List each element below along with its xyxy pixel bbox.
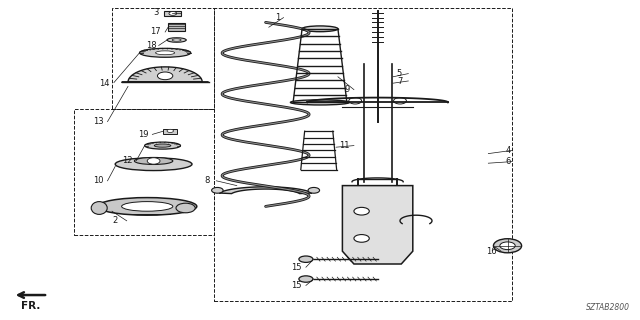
Text: 18: 18	[146, 41, 157, 50]
Text: 4: 4	[506, 146, 511, 155]
Text: 19: 19	[138, 130, 148, 139]
Bar	[163, 129, 177, 134]
Text: 6: 6	[506, 157, 511, 166]
Ellipse shape	[308, 188, 319, 193]
Text: 17: 17	[150, 28, 161, 36]
Ellipse shape	[115, 158, 192, 171]
Ellipse shape	[140, 48, 191, 57]
Ellipse shape	[92, 202, 108, 214]
Ellipse shape	[302, 26, 338, 32]
Text: 13: 13	[93, 117, 104, 126]
Text: 5: 5	[397, 69, 402, 78]
Text: 8: 8	[205, 176, 210, 185]
Text: 1: 1	[275, 13, 280, 22]
Circle shape	[157, 72, 173, 80]
Ellipse shape	[176, 203, 195, 213]
Text: 15: 15	[291, 263, 301, 272]
Text: 2: 2	[112, 216, 117, 225]
Text: 12: 12	[122, 156, 132, 165]
Bar	[74, 109, 214, 235]
Text: 16: 16	[486, 247, 497, 256]
Polygon shape	[122, 67, 209, 82]
Ellipse shape	[299, 276, 313, 282]
Bar	[164, 11, 181, 16]
Text: SZTAB2800: SZTAB2800	[586, 303, 630, 312]
Circle shape	[169, 12, 177, 15]
Text: 7: 7	[397, 77, 402, 86]
Text: 3: 3	[154, 8, 159, 17]
Ellipse shape	[156, 51, 175, 55]
Circle shape	[394, 98, 406, 104]
Polygon shape	[220, 187, 312, 194]
Ellipse shape	[291, 100, 349, 105]
Ellipse shape	[299, 256, 313, 262]
Circle shape	[500, 242, 515, 250]
Circle shape	[147, 158, 160, 164]
Text: 11: 11	[339, 141, 349, 150]
Text: 14: 14	[99, 79, 109, 88]
Text: 9: 9	[344, 85, 349, 94]
Ellipse shape	[154, 144, 171, 147]
Ellipse shape	[172, 39, 181, 41]
Circle shape	[354, 235, 369, 242]
Ellipse shape	[145, 142, 180, 149]
Text: 10: 10	[93, 176, 103, 185]
Circle shape	[167, 129, 173, 132]
Ellipse shape	[167, 38, 186, 42]
Ellipse shape	[212, 188, 223, 193]
Bar	[214, 8, 512, 301]
Bar	[168, 23, 185, 31]
Text: FR.: FR.	[21, 301, 40, 311]
Ellipse shape	[134, 157, 173, 164]
Circle shape	[354, 207, 369, 215]
Text: 15: 15	[291, 281, 301, 290]
Circle shape	[493, 239, 522, 253]
Ellipse shape	[122, 202, 173, 211]
Bar	[112, 8, 214, 109]
Ellipse shape	[98, 197, 197, 215]
Circle shape	[349, 98, 362, 104]
Polygon shape	[342, 186, 413, 264]
